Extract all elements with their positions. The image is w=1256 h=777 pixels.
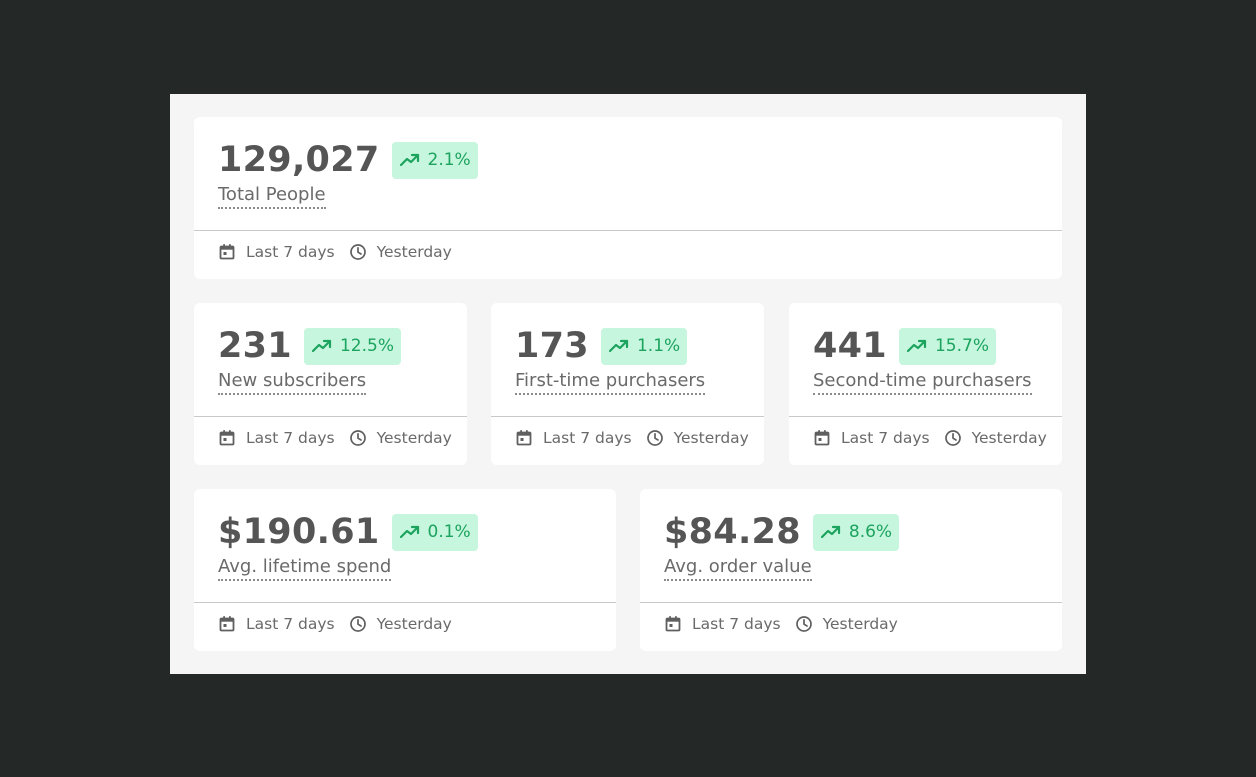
metric-card-second-time-purchasers[interactable]: 441 15.7% Second-time purchasers Last 7 … [789,303,1062,465]
updated-label: Yesterday [971,429,1047,447]
date-range-label: Last 7 days [246,429,335,447]
clock-icon [795,616,812,632]
change-badge: 0.1% [391,513,478,551]
calendar-icon [219,616,235,632]
calendar-icon [219,430,235,446]
metric-header: 173 1.1% [515,326,688,366]
metric-label[interactable]: Total People [218,183,326,209]
metrics-panel: 129,027 2.1% Total People Last 7 days Ye… [170,94,1086,674]
change-value: 15.7% [934,336,989,356]
card-divider [194,230,1062,231]
change-value: 8.6% [848,522,893,542]
updated-label: Yesterday [376,615,452,633]
updated-label: Yesterday [822,615,898,633]
metric-header: 129,027 2.1% [218,141,478,179]
metric-card-new-subscribers[interactable]: 231 12.5% New subscribers Last 7 days Ye… [194,303,467,465]
metric-label[interactable]: Second-time purchasers [813,369,1032,395]
change-badge: 1.1% [600,327,688,365]
trending-up-icon [399,153,419,167]
clock-icon [349,430,366,446]
metric-label[interactable]: Avg. lifetime spend [218,555,392,581]
metric-label[interactable]: Avg. order value [664,555,812,581]
card-divider [194,602,616,603]
updated-label: Yesterday [673,429,749,447]
calendar-icon [665,616,681,632]
change-value: 2.1% [427,150,471,170]
calendar-icon [814,430,830,446]
card-footer: Last 7 days Yesterday [664,613,898,635]
date-range-label: Last 7 days [543,429,632,447]
clock-icon [646,430,663,446]
change-value: 12.5% [339,336,394,356]
updated-label: Yesterday [376,243,452,261]
metric-card-avg-lifetime-spend[interactable]: $190.61 0.1% Avg. lifetime spend Last 7 … [194,489,616,651]
metric-value: $84.28 [664,512,801,552]
updated-label: Yesterday [376,429,452,447]
metric-header: 441 15.7% [813,327,996,365]
calendar-icon [219,244,235,260]
trending-up-icon [311,339,332,353]
clock-icon [944,430,961,446]
change-badge: 2.1% [391,141,478,179]
clock-icon [349,244,366,260]
change-badge: 15.7% [898,327,996,365]
card-footer: Last 7 days Yesterday [218,241,452,263]
metric-value: 231 [218,326,292,366]
metric-value: 129,027 [218,140,380,180]
clock-icon [349,616,366,632]
card-footer: Last 7 days Yesterday [218,427,452,449]
metric-value: 173 [515,326,589,366]
trending-up-icon [399,525,419,539]
calendar-icon [516,430,532,446]
card-divider [640,602,1062,603]
change-value: 1.1% [636,336,681,356]
metric-header: $190.61 0.1% [218,513,478,551]
trending-up-icon [608,339,629,353]
date-range-label: Last 7 days [246,243,335,261]
change-value: 0.1% [427,522,471,542]
change-badge: 8.6% [812,513,900,551]
card-footer: Last 7 days Yesterday [813,427,1047,449]
card-divider [194,416,467,417]
card-divider [789,416,1062,417]
metric-card-total-people[interactable]: 129,027 2.1% Total People Last 7 days Ye… [194,117,1062,279]
card-footer: Last 7 days Yesterday [515,427,749,449]
date-range-label: Last 7 days [692,615,781,633]
card-footer: Last 7 days Yesterday [218,613,452,635]
metric-header: 231 12.5% [218,327,401,365]
metric-card-avg-order-value[interactable]: $84.28 8.6% Avg. order value Last 7 days… [640,489,1062,651]
metric-header: $84.28 8.6% [664,512,900,552]
metric-card-first-time-purchasers[interactable]: 173 1.1% First-time purchasers Last 7 da… [491,303,764,465]
change-badge: 12.5% [303,327,401,365]
card-divider [491,416,764,417]
date-range-label: Last 7 days [841,429,930,447]
metric-value: 441 [813,326,887,366]
date-range-label: Last 7 days [246,615,335,633]
trending-up-icon [820,525,840,539]
metric-label[interactable]: New subscribers [218,369,367,395]
metric-label[interactable]: First-time purchasers [515,369,706,395]
trending-up-icon [906,339,927,353]
metric-value: $190.61 [218,512,380,552]
